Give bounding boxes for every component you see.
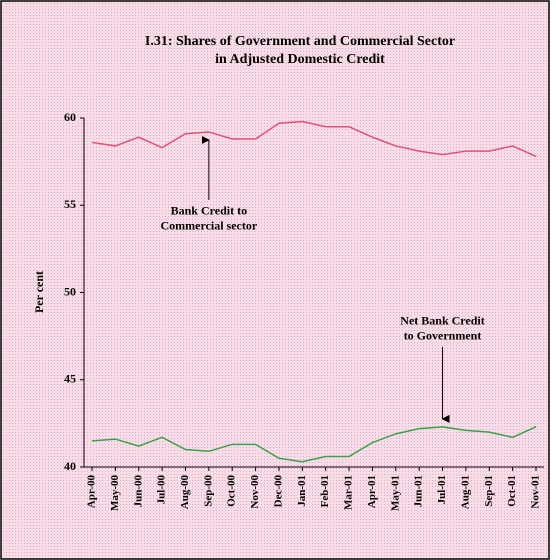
annotation-text: Commercial sector <box>160 219 257 233</box>
x-tick-label: Oct-01 <box>506 475 518 507</box>
x-tick-label: Apr-01 <box>366 475 378 508</box>
y-tick-label: 45 <box>64 372 76 386</box>
x-tick-label: May-01 <box>389 475 401 511</box>
y-tick-label: 50 <box>64 284 76 298</box>
x-tick-label: Nov-01 <box>530 475 542 509</box>
annotation-text: to Government <box>404 329 482 343</box>
series-line <box>91 426 537 463</box>
x-tick-label: May-00 <box>109 475 121 512</box>
x-tick-label: Feb-01 <box>319 475 331 507</box>
annotation-text: Net Bank Credit <box>400 314 484 328</box>
x-tick-label: Jul-01 <box>436 475 448 504</box>
x-tick-label: Aug-01 <box>459 475 471 509</box>
x-tick-label: Nov-00 <box>249 475 261 509</box>
x-tick-label: Sep-00 <box>202 475 214 507</box>
y-tick-label: 60 <box>64 110 76 124</box>
annotation-text: Bank Credit to <box>171 204 247 218</box>
x-tick-label: Apr-00 <box>86 475 98 509</box>
y-tick-label: 40 <box>64 459 76 473</box>
series-line <box>91 120 537 158</box>
x-tick-label: Aug-00 <box>179 475 191 510</box>
x-tick-label: Sep-01 <box>483 475 495 507</box>
x-tick-label: Dec-00 <box>272 475 284 508</box>
chart-title: I.31: Shares of Government and Commercia… <box>145 34 455 49</box>
y-tick-label: 55 <box>64 197 76 211</box>
x-tick-label: Jun-00 <box>132 475 144 508</box>
y-axis-label: Per cent <box>32 271 46 313</box>
chart-subtitle: in Adjusted Domestic Credit <box>215 52 385 67</box>
x-tick-label: Jun-01 <box>413 475 425 507</box>
x-tick-label: Mar-01 <box>343 475 355 510</box>
x-tick-label: Jul-00 <box>156 475 168 505</box>
x-tick-label: Oct-00 <box>226 475 238 507</box>
x-tick-label: Jan-01 <box>296 475 308 507</box>
